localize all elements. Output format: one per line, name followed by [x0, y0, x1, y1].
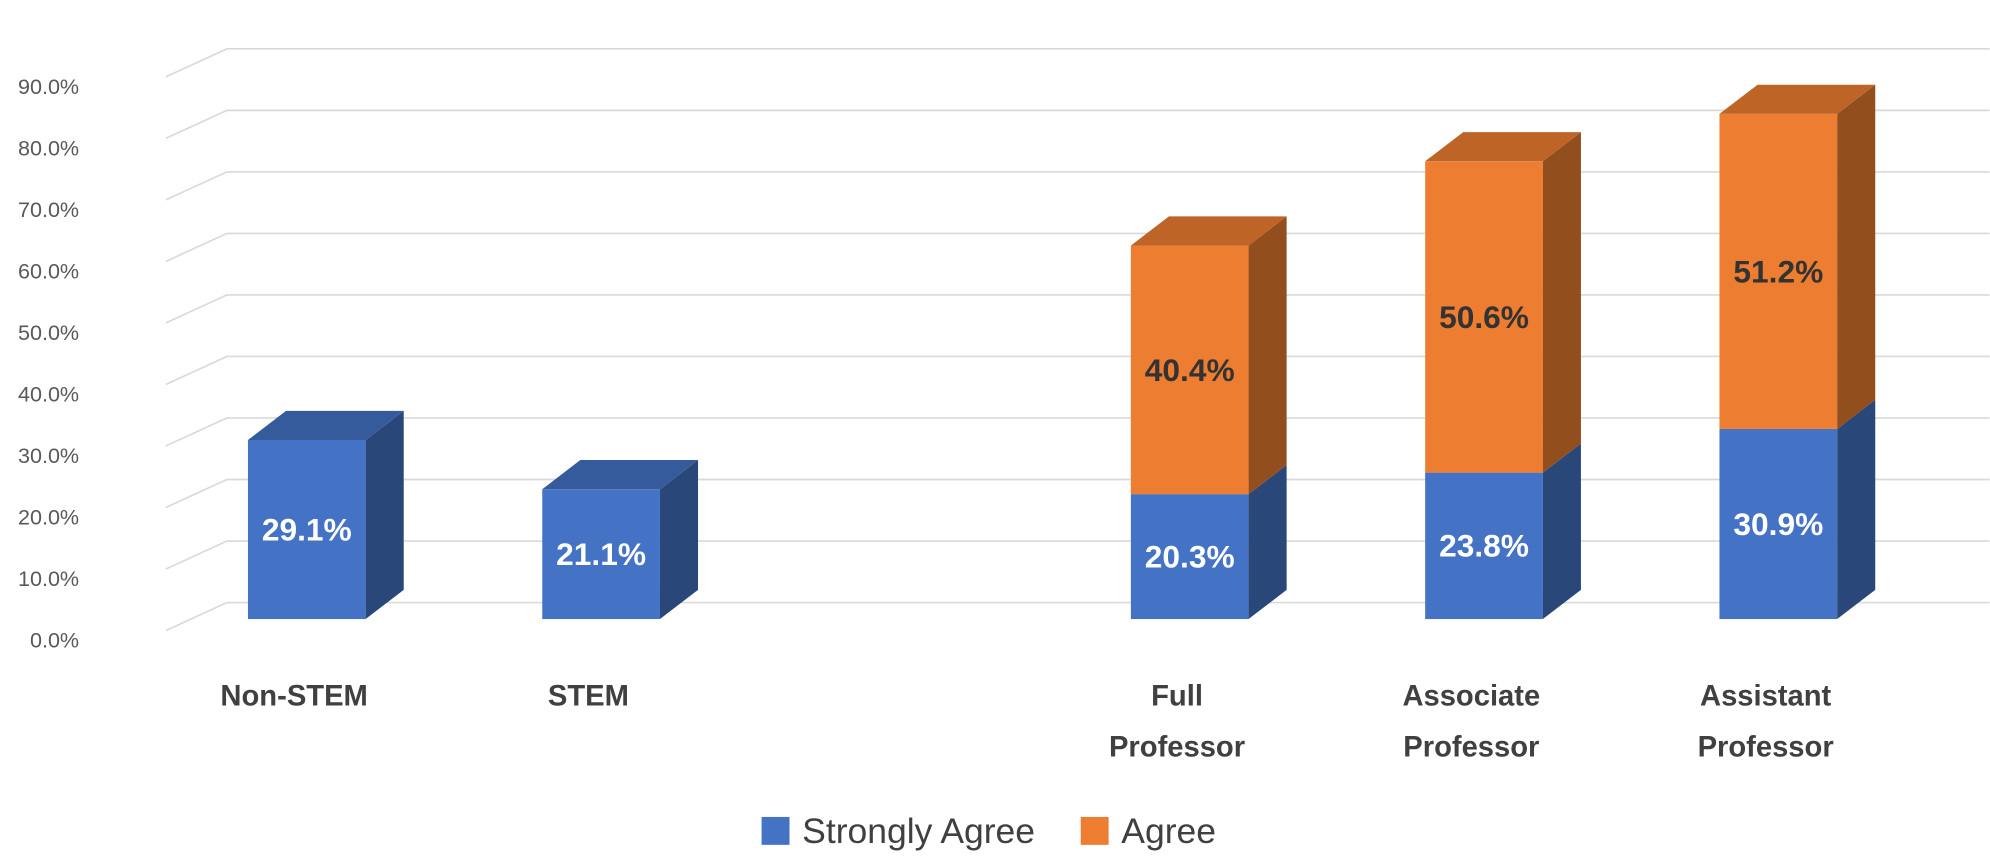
bar-top	[1719, 84, 1876, 114]
grid-line	[165, 417, 1990, 447]
grid-line	[165, 478, 1990, 509]
grid-line	[165, 109, 1990, 140]
bar-segment	[542, 489, 660, 620]
grid-line	[165, 171, 1990, 201]
legend-swatch	[1080, 816, 1109, 845]
y-tick-label: 10.0%	[18, 566, 79, 591]
bar-segment	[1425, 161, 1543, 473]
y-tick-label: 30.0%	[18, 443, 79, 468]
bar-side	[1837, 84, 1876, 429]
bar-side	[1248, 216, 1287, 495]
bar-top	[542, 460, 699, 490]
data-label: 30.9%	[1733, 506, 1823, 542]
grid-line	[165, 294, 1990, 324]
x-tick-label-line: Full	[1151, 680, 1203, 712]
y-tick-label: 80.0%	[18, 135, 79, 160]
data-label: 23.8%	[1439, 528, 1529, 564]
bar-side	[1542, 132, 1581, 473]
x-tick-label: STEM	[548, 680, 629, 712]
grid-line	[165, 601, 1990, 632]
grid-line	[165, 48, 1990, 78]
data-label: 29.1%	[262, 511, 352, 547]
y-tick-label: 90.0%	[18, 74, 79, 99]
legend-label: Agree	[1121, 811, 1216, 851]
bar-segment	[1130, 494, 1249, 620]
y-tick-label: 70.0%	[18, 197, 79, 222]
x-tick-label: Full Professor	[1109, 680, 1245, 763]
bar-top	[247, 410, 404, 441]
data-label: 21.1%	[556, 536, 646, 572]
x-tick-label: Associate Professor	[1402, 680, 1540, 763]
x-tick-label-line: Professor	[1109, 731, 1245, 763]
grid-line	[165, 232, 1990, 263]
data-label: 40.4%	[1145, 352, 1235, 388]
y-tick-label: 0.0%	[30, 628, 79, 653]
y-tick-label: 40.0%	[18, 381, 79, 406]
bar-side	[659, 460, 699, 620]
bar-side	[365, 410, 404, 620]
grid-line	[165, 540, 1990, 570]
x-tick-label: Assistant Professor	[1698, 680, 1834, 763]
x-tick-label-line: Associate	[1402, 680, 1540, 712]
legend-swatch	[761, 816, 790, 845]
bar-side	[1837, 399, 1876, 620]
bar-segment	[1719, 428, 1838, 620]
bar-segment	[1719, 113, 1838, 429]
x-tick-label-line: Professor	[1403, 731, 1539, 763]
data-label: 50.6%	[1439, 299, 1529, 335]
bar-top	[1425, 132, 1581, 162]
y-tick-label: 50.0%	[18, 320, 79, 345]
legend-label: Strongly Agree	[802, 811, 1035, 851]
bar-segment	[1425, 472, 1543, 620]
data-label: 20.3%	[1145, 539, 1235, 575]
x-tick-label-line: Assistant	[1700, 680, 1832, 712]
bar-top	[1130, 216, 1287, 246]
bar-side	[1542, 443, 1581, 620]
x-tick-label: Non-STEM	[220, 680, 367, 712]
y-tick-label: 20.0%	[18, 505, 79, 530]
bar-segment	[1130, 245, 1249, 495]
data-label: 51.2%	[1733, 253, 1823, 289]
grid-line	[165, 355, 1990, 386]
bar-side	[1248, 464, 1287, 620]
bar-segment	[247, 440, 366, 620]
y-tick-label: 60.0%	[18, 258, 79, 283]
x-tick-label-line: Professor	[1698, 731, 1834, 763]
